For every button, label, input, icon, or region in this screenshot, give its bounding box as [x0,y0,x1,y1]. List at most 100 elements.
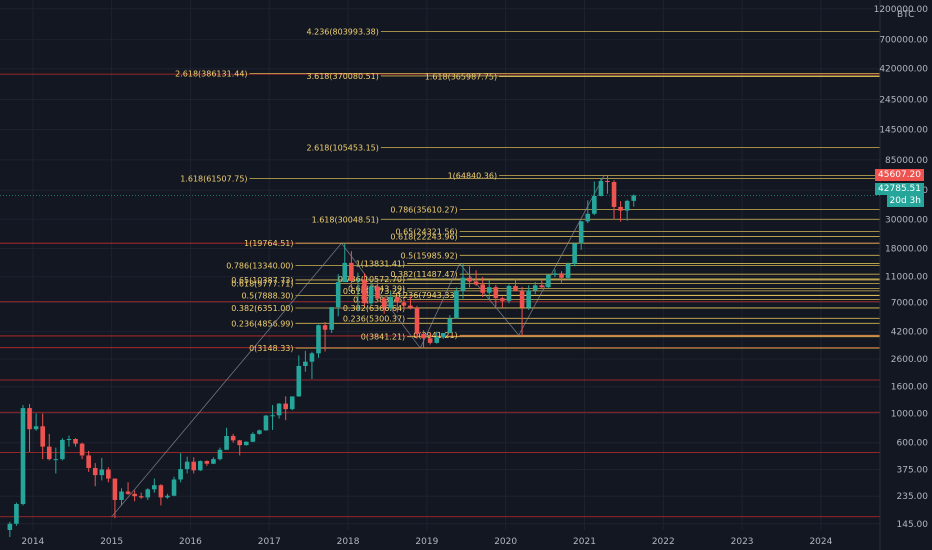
candle-body [467,277,472,282]
candle-body [440,332,446,338]
price-tick-label: 145000.00 [879,125,928,135]
candle-body [66,439,72,441]
fib-level-label: 0.786(13340.00) [226,262,293,271]
time-tick-label: 2022 [652,537,675,547]
time-tick-label: 2020 [494,537,517,547]
time-tick-label: 2024 [809,537,832,547]
candle-body [552,273,558,275]
fib-level-label: 4.236(803993.38) [306,28,378,37]
time-axis[interactable]: 2014 2015 2016 2017 2018 2019 2020 2021 2022 2023… [21,537,832,547]
candle-body [230,435,236,441]
candle-body [322,325,328,330]
candle-body [237,440,242,446]
candle-body [132,493,137,497]
candle-body [434,337,440,343]
fib-level-label: 1(64840.36) [448,171,498,180]
price-tick-label: 2600.00 [891,355,928,365]
fib-level-label: 1.618(30048.51) [312,215,379,224]
candle-body [204,461,210,464]
candle-body [368,286,374,304]
candle-body [526,290,531,308]
fib-level-label: 0(3148.33) [249,344,293,353]
fib-level-label: 0.382(11487.47) [390,270,457,279]
candle-body [578,221,584,244]
candle-body [60,439,65,460]
candle-body [158,485,164,498]
candle-body [289,396,295,410]
candle-body [375,286,380,299]
price-axis[interactable]: 1200000.00 700000.00 420000.00 245000.00 145… [874,5,929,530]
fib-level-label: 0.618(9777.71) [231,279,293,288]
price-axis-panel[interactable] [880,0,932,550]
candle-body [178,469,183,480]
price-tick-label: 1600.00 [891,383,928,393]
candle-body [473,281,479,285]
candle-body [598,180,604,196]
candle-body [355,280,361,282]
candle-body [395,296,400,303]
fib-level-label: 0.236(5300.37) [343,314,405,323]
candle-body [401,302,407,306]
candle-body [211,459,216,464]
candle-body [138,496,144,498]
candle-body [152,485,157,490]
price-tick-label: 245000.00 [879,95,928,105]
candle-body [342,262,348,283]
candle-body [145,489,151,498]
fib-level-label: 2.618(105453.15) [306,144,378,153]
candle-body [519,291,525,308]
candle-body [447,318,453,333]
fib-level-label: 0.786(10572.70) [338,275,405,284]
candle-body [165,495,170,498]
fib-level-label: 1(19764.51) [244,239,294,248]
last-price-tag: 45607.20 [875,169,924,181]
price-tick-label: 4200.00 [891,328,928,338]
candle-body [184,461,190,470]
candle-body [329,307,334,330]
candle-body [276,403,282,416]
candle-body [480,284,485,293]
candle-body [40,426,45,447]
candle-body [362,280,367,304]
candle-body [125,491,131,494]
candle-body [460,277,466,292]
time-tick-label: 2021 [573,537,596,547]
candle-body [559,273,564,278]
fib-level-label: 0.5(7383.76) [353,295,405,304]
fib-level-label: 0.5(7888.30) [241,292,293,301]
fib-level-label: 0.382(6351.00) [231,304,293,313]
fib-level-label: 0.236(4856.99) [231,319,293,328]
candle-body [309,353,315,362]
trend-line [518,175,605,336]
candle-body [99,469,105,476]
candle-body [283,403,288,410]
currency-label: BTC [897,10,915,20]
candle-body [198,461,203,471]
candle-body [46,446,52,460]
candle-body [454,291,459,319]
candle-body [33,426,39,430]
candle-body [611,182,617,207]
fib-level-label: 0.5(15985.92) [401,251,458,260]
candle-body [243,441,249,446]
candle-body [631,195,637,201]
fib-level-label: 1.618(61507.75) [180,174,247,183]
fib-level-label: 0.65(10387.73) [231,276,293,285]
time-tick-label: 2019 [415,537,438,547]
candle-body [191,461,197,471]
candle-body [427,338,433,343]
fib-retracement-levels[interactable]: 1.618(382085.93)1(19764.51)0.786(7087.24… [0,28,880,522]
fib-level-label: 0(3941.21) [413,331,457,340]
candle-body [79,443,85,456]
candle-body [388,296,394,308]
candle-body [486,287,492,293]
fib-level-label: 1(13831.41) [356,260,406,269]
fib-level-label: 0.65(24321.56) [395,227,457,236]
price-tick-label: 30000.00 [885,215,928,225]
price-tick-label: 375.00 [897,466,929,476]
price-tick-label: 235.00 [897,492,929,502]
time-tick-label: 2018 [337,537,360,547]
mark-price-tag: 42785.51 [875,183,924,195]
